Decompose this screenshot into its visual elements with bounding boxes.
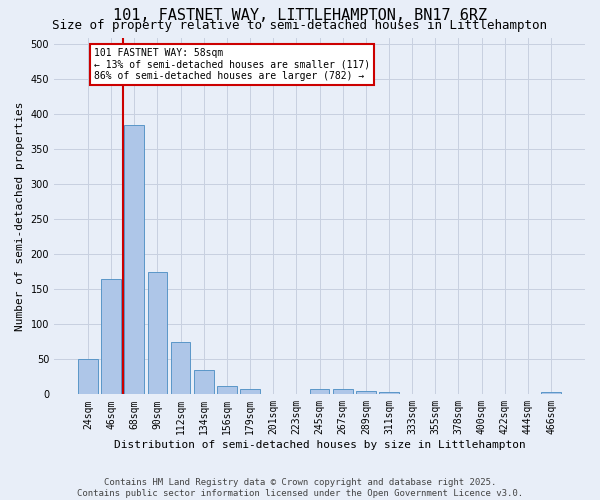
X-axis label: Distribution of semi-detached houses by size in Littlehampton: Distribution of semi-detached houses by …	[113, 440, 526, 450]
Bar	[379, 392, 399, 394]
Bar	[240, 388, 260, 394]
Bar	[333, 388, 353, 394]
Text: 101, FASTNET WAY, LITTLEHAMPTON, BN17 6RZ: 101, FASTNET WAY, LITTLEHAMPTON, BN17 6R…	[113, 8, 487, 22]
Bar	[217, 386, 237, 394]
Bar	[101, 279, 121, 394]
Bar	[78, 358, 98, 394]
Bar	[194, 370, 214, 394]
Text: Contains HM Land Registry data © Crown copyright and database right 2025.
Contai: Contains HM Land Registry data © Crown c…	[77, 478, 523, 498]
Text: Size of property relative to semi-detached houses in Littlehampton: Size of property relative to semi-detach…	[53, 18, 548, 32]
Text: 101 FASTNET WAY: 58sqm
← 13% of semi-detached houses are smaller (117)
86% of se: 101 FASTNET WAY: 58sqm ← 13% of semi-det…	[94, 48, 370, 82]
Bar	[148, 272, 167, 394]
Bar	[541, 392, 561, 394]
Y-axis label: Number of semi-detached properties: Number of semi-detached properties	[15, 101, 25, 330]
Bar	[171, 342, 190, 394]
Bar	[356, 391, 376, 394]
Bar	[124, 125, 144, 394]
Bar	[310, 388, 329, 394]
